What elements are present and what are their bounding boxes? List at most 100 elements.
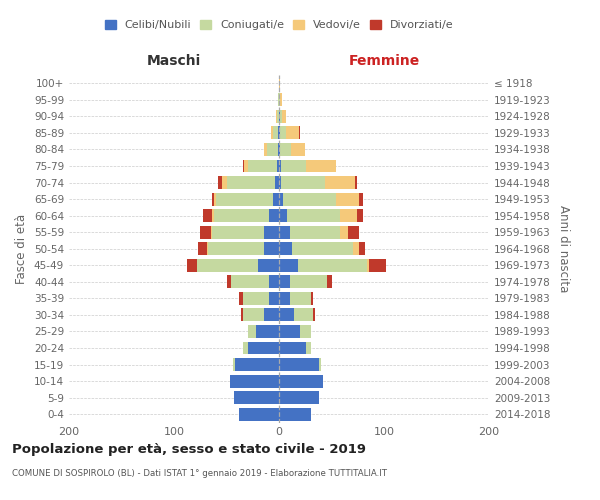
Bar <box>367 259 370 272</box>
Bar <box>336 192 359 205</box>
Bar <box>212 192 214 205</box>
Bar <box>348 226 359 238</box>
Legend: Celibi/Nubili, Coniugati/e, Vedovi/e, Divorziati/e: Celibi/Nubili, Coniugati/e, Vedovi/e, Di… <box>104 20 454 30</box>
Bar <box>227 176 275 189</box>
Text: COMUNE DI SOSPIROLO (BL) - Dati ISTAT 1° gennaio 2019 - Elaborazione TUTTITALIA.: COMUNE DI SOSPIROLO (BL) - Dati ISTAT 1°… <box>12 469 387 478</box>
Bar <box>280 126 286 140</box>
Bar <box>265 143 268 156</box>
Bar <box>279 276 290 288</box>
Bar <box>279 226 290 238</box>
Bar <box>216 192 272 205</box>
Bar <box>328 276 331 288</box>
Bar <box>279 176 281 189</box>
Bar <box>356 209 363 222</box>
Bar <box>300 325 311 338</box>
Bar <box>214 192 216 205</box>
Bar <box>272 192 279 205</box>
Bar <box>233 358 235 371</box>
Bar <box>269 209 279 222</box>
Bar <box>280 110 282 123</box>
Bar <box>208 242 265 255</box>
Bar <box>272 126 278 140</box>
Bar <box>279 143 280 156</box>
Bar <box>258 259 279 272</box>
Text: Femmine: Femmine <box>349 54 419 68</box>
Bar <box>223 176 227 189</box>
Bar <box>311 292 313 305</box>
Bar <box>200 226 211 238</box>
Bar <box>279 292 290 305</box>
Bar <box>203 209 212 222</box>
Bar <box>277 160 279 172</box>
Bar <box>290 292 311 305</box>
Bar <box>279 192 283 205</box>
Bar <box>198 242 206 255</box>
Bar <box>279 242 292 255</box>
Bar <box>359 192 363 205</box>
Bar <box>268 143 278 156</box>
Bar <box>340 209 356 222</box>
Bar <box>247 160 277 172</box>
Bar <box>279 325 300 338</box>
Bar <box>212 209 214 222</box>
Bar <box>355 176 357 189</box>
Bar <box>269 292 279 305</box>
Bar <box>244 292 269 305</box>
Bar <box>279 126 280 140</box>
Bar <box>283 192 336 205</box>
Bar <box>248 342 279 354</box>
Bar <box>239 292 244 305</box>
Bar <box>211 226 212 238</box>
Bar <box>319 358 321 371</box>
Bar <box>290 143 305 156</box>
Bar <box>290 276 328 288</box>
Text: Popolazione per età, sesso e stato civile - 2019: Popolazione per età, sesso e stato civil… <box>12 442 366 456</box>
Bar <box>279 110 280 123</box>
Bar <box>277 110 279 123</box>
Bar <box>279 342 307 354</box>
Bar <box>281 160 307 172</box>
Bar <box>279 358 319 371</box>
Bar <box>197 259 258 272</box>
Bar <box>325 176 355 189</box>
Bar <box>271 126 272 140</box>
Bar <box>269 276 279 288</box>
Bar <box>239 408 279 420</box>
Bar <box>214 209 269 222</box>
Bar <box>265 242 279 255</box>
Bar <box>276 110 277 123</box>
Bar <box>290 226 340 238</box>
Bar <box>234 391 279 404</box>
Bar <box>235 358 279 371</box>
Bar <box>279 259 298 272</box>
Bar <box>307 160 336 172</box>
Bar <box>244 308 265 322</box>
Bar <box>340 226 348 238</box>
Bar <box>278 143 279 156</box>
Bar <box>279 408 311 420</box>
Bar <box>230 276 269 288</box>
Bar <box>265 226 279 238</box>
Bar <box>244 160 248 172</box>
Bar <box>265 308 279 322</box>
Bar <box>280 143 290 156</box>
Bar <box>227 276 231 288</box>
Bar <box>275 176 279 189</box>
Bar <box>292 242 353 255</box>
Y-axis label: Fasce di età: Fasce di età <box>16 214 28 284</box>
Bar <box>353 242 359 255</box>
Bar <box>256 325 279 338</box>
Bar <box>294 308 313 322</box>
Bar <box>279 308 294 322</box>
Bar <box>299 126 300 140</box>
Bar <box>279 77 280 90</box>
Bar <box>281 176 325 189</box>
Bar <box>248 325 256 338</box>
Bar <box>287 209 340 222</box>
Bar <box>187 259 197 272</box>
Bar <box>307 342 311 354</box>
Bar <box>230 374 279 388</box>
Bar <box>212 226 265 238</box>
Bar <box>279 374 323 388</box>
Bar <box>279 160 281 172</box>
